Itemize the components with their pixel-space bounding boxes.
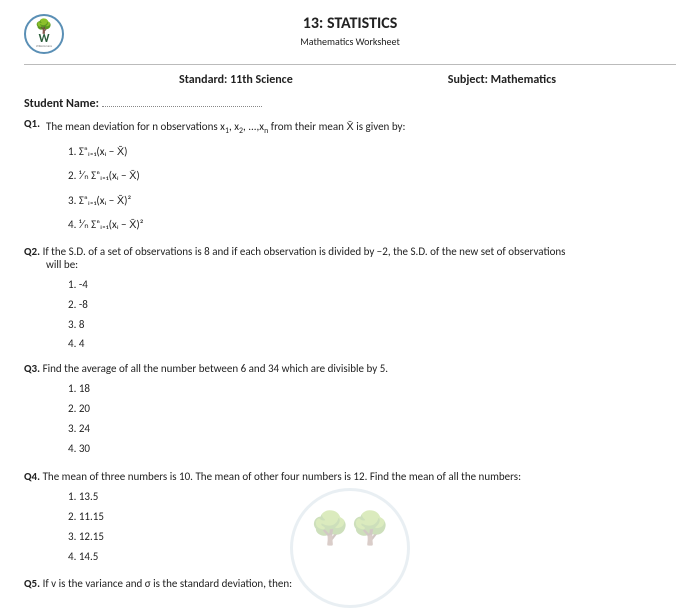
- logo-letter: W: [39, 34, 50, 45]
- q3-label: Q3.: [24, 362, 40, 375]
- title-block: 13: STATISTICS Mathematics Worksheet: [64, 14, 636, 48]
- q2-opt4: 4. 4: [68, 334, 676, 354]
- divider: [24, 64, 676, 65]
- q2-opt2: 2. -8: [68, 295, 676, 315]
- q3-opt4: 4. 30: [68, 439, 676, 459]
- logo-brand: Wilkommens: [36, 44, 52, 48]
- q3-opt2: 2. 20: [68, 399, 676, 419]
- q2-label: Q2.: [24, 245, 40, 258]
- meta-row: Standard: 11th Science Subject: Mathemat…: [24, 73, 676, 87]
- q2-text: If the S.D. of a set of observations is …: [43, 245, 566, 258]
- watermark-tree-icon: 🌳🌳: [310, 509, 390, 548]
- subject-label: Subject: Mathematics: [448, 73, 676, 87]
- question-2: Q2. If the S.D. of a set of observations…: [24, 245, 676, 354]
- q1-options: 1. Σⁿᵢ₌₁(xᵢ − X̄) 2. ¹⁄ₙ Σⁿᵢ₌₁(xᵢ − X̄) …: [68, 140, 676, 237]
- student-name-row: Student Name:: [24, 97, 676, 111]
- student-name-label: Student Name:: [24, 97, 99, 111]
- page-title: 13: STATISTICS: [64, 14, 636, 33]
- q2-options: 1. -4 2. -8 3. 8 4. 4: [68, 275, 676, 354]
- q5-label: Q5.: [24, 577, 40, 590]
- header: 🌳 W Wilkommens 13: STATISTICS Mathematic…: [24, 14, 676, 54]
- q5-text: If v is the variance and σ is the standa…: [43, 577, 293, 590]
- q3-opt1: 1. 18: [68, 379, 676, 399]
- watermark-logo: 🌳🌳: [290, 488, 410, 608]
- q2-opt3: 3. 8: [68, 315, 676, 335]
- page-subtitle: Mathematics Worksheet: [64, 35, 636, 48]
- q1-opt3: 3. Σⁿᵢ₌₁(xᵢ − X̄)²: [68, 189, 676, 213]
- q3-opt3: 3. 24: [68, 419, 676, 439]
- worksheet-page: 🌳 W Wilkommens 13: STATISTICS Mathematic…: [0, 0, 700, 568]
- logo: 🌳 W Wilkommens: [24, 14, 64, 54]
- q1-opt2: 2. ¹⁄ₙ Σⁿᵢ₌₁(xᵢ − X̄): [68, 164, 676, 188]
- q1-label: Q1.: [24, 117, 40, 130]
- q4-text: The mean of three numbers is 10. The mea…: [43, 470, 521, 483]
- q1-opt4: 4. ¹⁄ₙ Σⁿᵢ₌₁(xᵢ − X̄)²: [68, 213, 676, 237]
- q3-text: Find the average of all the number betwe…: [43, 362, 389, 375]
- standard-label: Standard: 11th Science: [24, 73, 448, 87]
- q1-opt1: 1. Σⁿᵢ₌₁(xᵢ − X̄): [68, 140, 676, 164]
- q4-label: Q4.: [24, 470, 40, 483]
- student-name-blank: [102, 97, 262, 107]
- q3-options: 1. 18 2. 20 3. 24 4. 30: [68, 379, 676, 458]
- q2-text2: will be:: [24, 258, 676, 271]
- q1-text: The mean deviation for n observations x1…: [24, 120, 676, 136]
- q2-opt1: 1. -4: [68, 275, 676, 295]
- question-3: Q3. Find the average of all the number b…: [24, 362, 676, 458]
- question-1: Q1. The mean deviation for n observation…: [24, 117, 676, 237]
